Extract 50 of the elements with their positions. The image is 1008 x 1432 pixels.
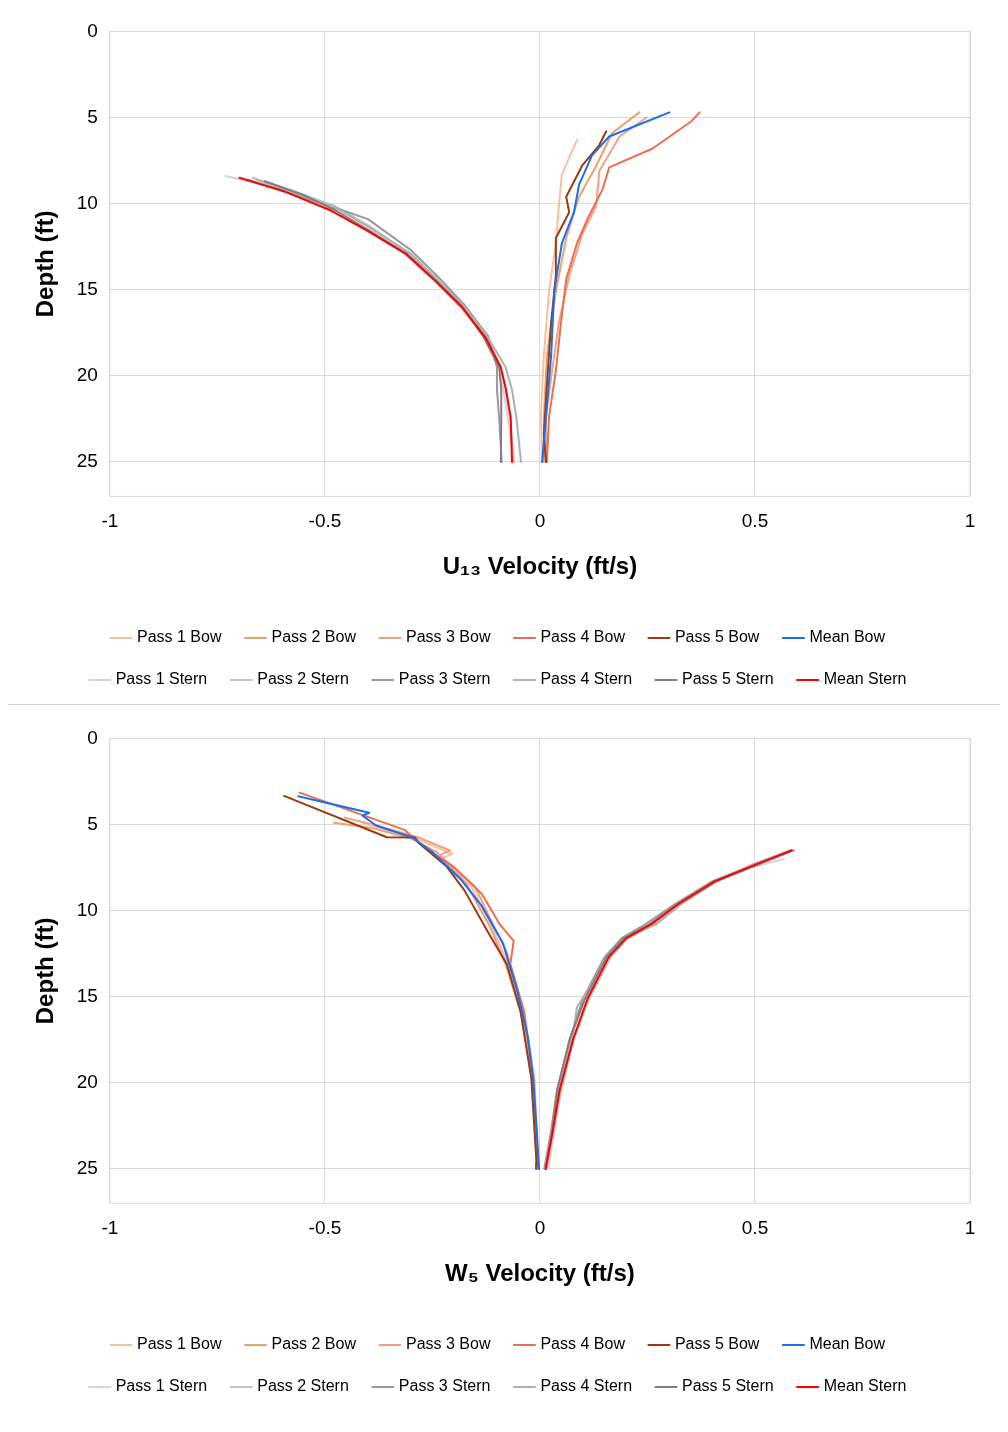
legend-label: Pass 2 Stern [257, 1377, 349, 1395]
y-tick-label: 20 [76, 364, 98, 386]
x-tick-label: 0 [534, 1217, 546, 1239]
legend-label: Mean Bow [809, 1335, 886, 1353]
legend-label: Pass 4 Stern [540, 670, 633, 688]
x-tick-label: 1 [964, 510, 976, 532]
legend-label: Pass 1 Stern [115, 670, 208, 688]
legend-label: Pass 2 Bow [271, 1335, 357, 1353]
legend-label: Pass 5 Stern [682, 670, 774, 688]
y-tick-label: 10 [76, 898, 98, 920]
x-tick-label: 0.5 [741, 510, 769, 532]
y-tick-label: 0 [87, 19, 98, 41]
legend-label: Mean Stern [823, 670, 907, 688]
x-tick-label: -0.5 [308, 1217, 342, 1239]
legend-label: Pass 3 Bow [405, 1335, 491, 1353]
legend-label: Pass 1 Bow [136, 1335, 222, 1353]
x-tick-label: -0.5 [308, 510, 342, 532]
y-tick-label: 25 [76, 1157, 98, 1179]
y-tick-label: 0 [87, 726, 98, 748]
y-tick-label: 20 [76, 1071, 98, 1093]
legend-label: Pass 5 Bow [674, 1335, 760, 1353]
y-tick-label: 10 [76, 191, 98, 213]
y-axis-title: Depth (ft) [31, 917, 59, 1025]
y-tick-label: 15 [76, 277, 98, 299]
legend-label: Pass 3 Bow [405, 628, 491, 646]
x-axis-title: U₁₃ Velocity (ft/s) [442, 552, 638, 580]
legend-label: Pass 1 Bow [136, 628, 222, 646]
legend-label: Pass 1 Stern [115, 1377, 208, 1395]
y-tick-label: 25 [76, 450, 98, 472]
legend-label: Pass 4 Stern [540, 1377, 633, 1395]
legend-label: Pass 3 Stern [398, 670, 491, 688]
y-tick-label: 5 [87, 812, 98, 834]
x-tick-label: 0 [534, 510, 546, 532]
y-tick-label: 15 [76, 984, 98, 1006]
x-tick-label: -1 [101, 510, 119, 532]
x-tick-label: 0.5 [741, 1217, 769, 1239]
legend-label: Mean Bow [809, 628, 886, 646]
x-axis-title: W₅ Velocity (ft/s) [445, 1259, 635, 1287]
legend-label: Pass 4 Bow [540, 1335, 626, 1353]
y-tick-label: 5 [87, 105, 98, 127]
x-tick-label: -1 [101, 1217, 119, 1239]
x-tick-label: 1 [964, 1217, 976, 1239]
legend-label: Pass 2 Stern [257, 670, 349, 688]
legend-label: Pass 4 Bow [540, 628, 626, 646]
legend-label: Pass 2 Bow [271, 628, 357, 646]
legend-label: Pass 5 Bow [674, 628, 760, 646]
legend-label: Mean Stern [823, 1377, 907, 1395]
y-axis-title: Depth (ft) [31, 210, 59, 318]
legend-label: Pass 5 Stern [682, 1377, 774, 1395]
legend-label: Pass 3 Stern [398, 1377, 491, 1395]
